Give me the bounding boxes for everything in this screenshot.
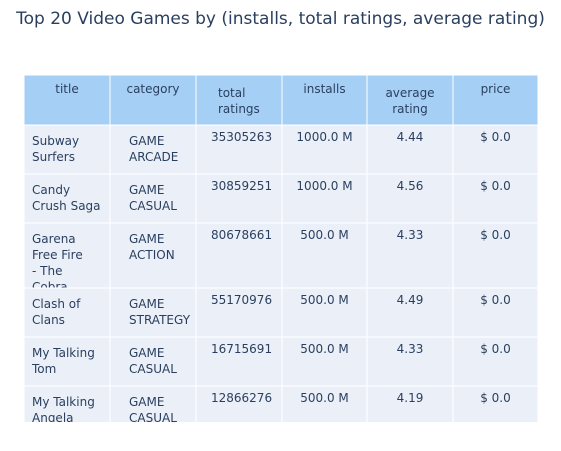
table-header-label: title — [55, 82, 78, 96]
table-cell-value: 4.56 — [397, 179, 424, 193]
table-cell-value: $ 0.0 — [480, 293, 511, 307]
table-cell — [366, 124, 454, 175]
table-cell — [452, 222, 538, 289]
table-cell-value: $ 0.0 — [480, 179, 511, 193]
table-cell — [281, 222, 368, 289]
table-cell — [452, 287, 538, 338]
table-cell-value: Candy Crush Saga — [32, 183, 101, 213]
table-header-cell — [195, 75, 283, 126]
table-cell — [24, 222, 111, 289]
table-cell-value: Subway Surfers — [32, 134, 79, 164]
table-cell — [452, 336, 538, 387]
table-cell-value: GAME CASUAL — [129, 183, 177, 213]
table-cell-value: Clash of Clans — [32, 297, 81, 327]
table-cell-value: 35305263 — [211, 130, 272, 144]
table-cell — [452, 385, 538, 422]
table-header-label: category — [126, 82, 179, 96]
table-cell-value: 1000.0 M — [296, 130, 352, 144]
table-cell-value: 30859251 — [211, 179, 272, 193]
table-cell-value: 80678661 — [211, 228, 272, 242]
table-header-cell — [366, 75, 454, 126]
table-cell-value: 500.0 M — [300, 342, 349, 356]
table-cell-value: 500.0 M — [300, 293, 349, 307]
table-cell — [195, 336, 283, 387]
table-cell-value: 4.49 — [397, 293, 424, 307]
table-cell-value: GAME CASUAL — [129, 346, 177, 376]
table-cell-value: My Talking Tom — [31, 346, 95, 376]
table-cell — [281, 336, 368, 387]
table-cell — [452, 124, 538, 175]
table-cell — [366, 336, 454, 387]
table-cell-value: 500.0 M — [300, 228, 349, 242]
table-cell-value: 1000.0 M — [296, 179, 352, 193]
table-cell — [109, 385, 197, 422]
table-cell-value: $ 0.0 — [480, 228, 511, 242]
table-svg: title category total ratings installs average… — [24, 75, 538, 422]
table-cell — [109, 336, 197, 387]
table-header-cell — [109, 75, 197, 126]
table-cell — [366, 222, 454, 289]
table-cell-value: $ 0.0 — [480, 342, 511, 356]
data-table: title category total ratings installs average… — [24, 75, 538, 422]
table-cell — [366, 385, 454, 422]
table-header-label: average rating — [385, 86, 434, 116]
table-cell — [366, 173, 454, 224]
table-cell-value: 12866276 — [211, 391, 272, 405]
table-cell-value: 4.44 — [397, 130, 424, 144]
table-cell-value: 4.19 — [397, 391, 424, 405]
table-cell — [24, 124, 111, 175]
table-cell — [24, 173, 111, 224]
table-cell — [452, 173, 538, 224]
table-header-label: price — [481, 82, 511, 96]
table-cell-value: 500.0 M — [300, 391, 349, 405]
table-cell-value: 4.33 — [397, 342, 424, 356]
table-cell — [24, 287, 111, 338]
table-cell — [109, 287, 197, 338]
table-cell — [24, 385, 111, 422]
table-cell — [195, 385, 283, 422]
table-cell-value: $ 0.0 — [480, 391, 511, 405]
table-cell — [281, 287, 368, 338]
table-cell-value: 4.33 — [397, 228, 424, 242]
table-cell-value: GAME ARCADE — [129, 134, 178, 164]
table-cell-value: GAME STRATEGY — [129, 297, 191, 327]
chart-title: Top 20 Video Games by (installs, total r… — [16, 9, 545, 29]
table-cell — [195, 222, 283, 289]
table-header-label: installs — [303, 82, 345, 96]
table-cell — [195, 124, 283, 175]
table-cell-value: My Talking Angela — [32, 395, 95, 422]
table-header-cell — [281, 75, 368, 126]
table-cell-value: 16715691 — [211, 342, 272, 356]
table-cell — [109, 222, 197, 289]
table-header-label: total ratings — [218, 86, 260, 116]
table-cell-value: 55170976 — [211, 293, 272, 307]
table-cell-value: GAME ACTION — [129, 232, 175, 262]
table-cell-value: GAME CASUAL — [129, 395, 177, 422]
table-cell-value: $ 0.0 — [480, 130, 511, 144]
